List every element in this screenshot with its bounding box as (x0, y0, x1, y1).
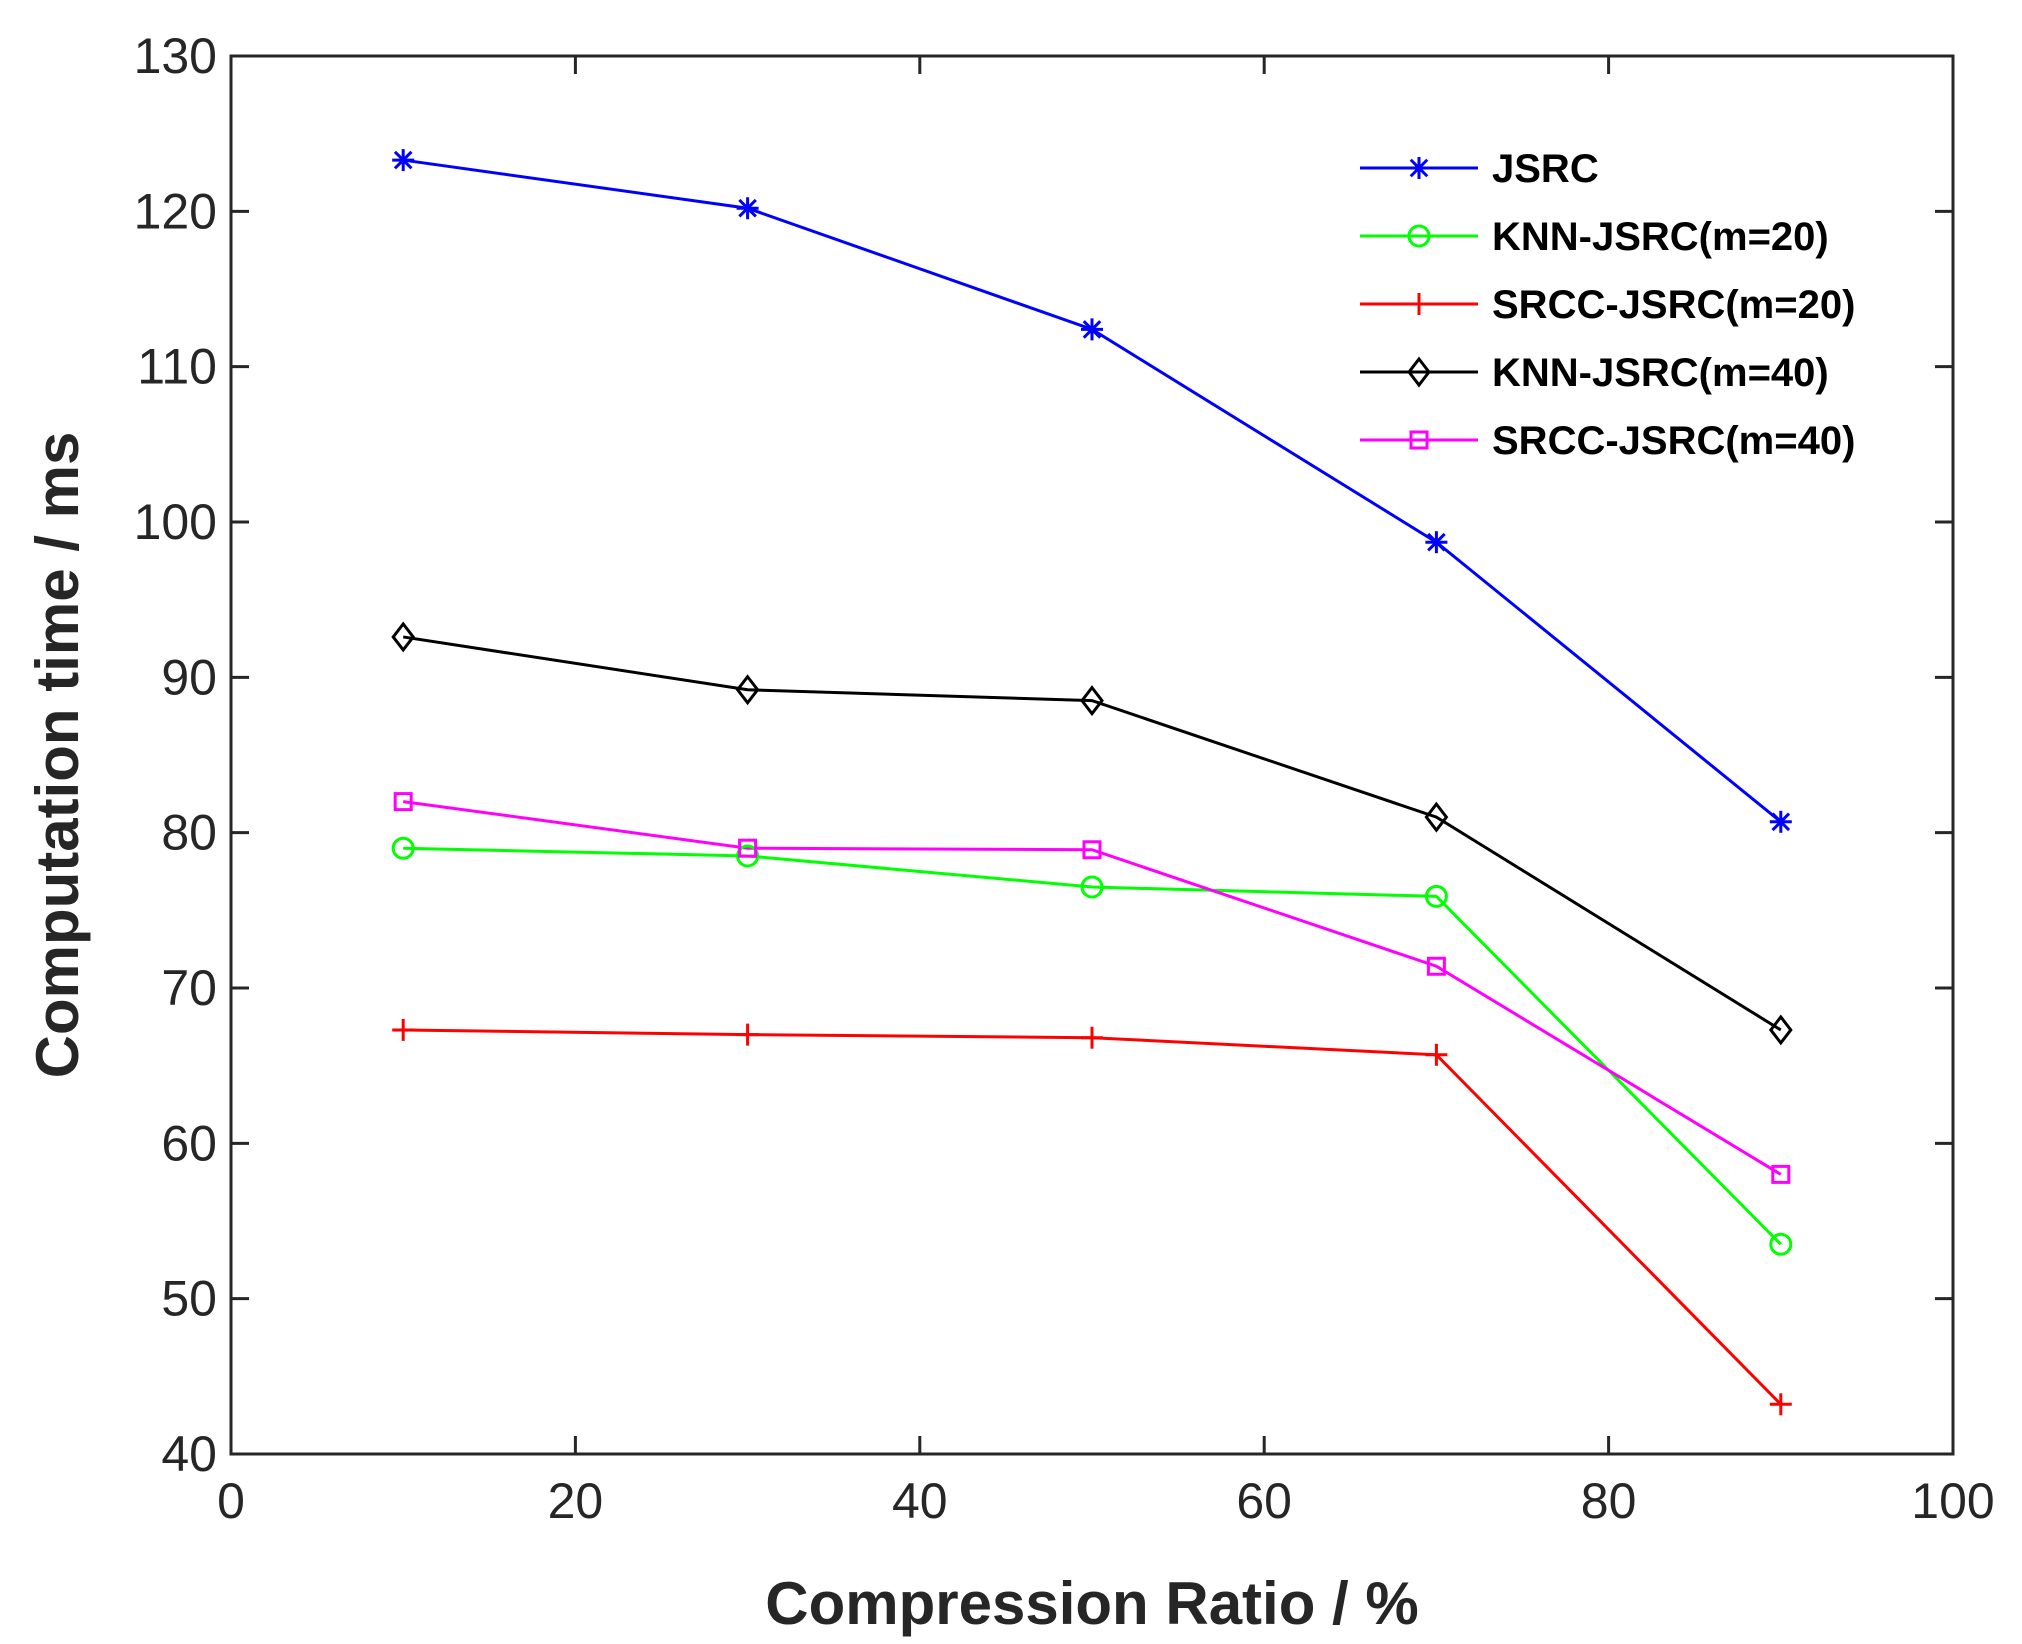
y-tick-label: 70 (161, 960, 217, 1016)
legend-label-knn-jsrc-m-40: KNN-JSRC(m=40) (1492, 351, 1829, 395)
legend-label-jsrc: JSRC (1492, 147, 1599, 191)
legend-marker-srcc-jsrc-m-40 (1409, 430, 1429, 450)
plot-markers (391, 149, 1793, 1416)
legend-marker-srcc-jsrc-m-20 (1408, 293, 1430, 315)
y-tick-label: 110 (137, 339, 217, 395)
data-point-srcc-jsrc-m-20 (736, 1023, 759, 1046)
legend-marker-knn-jsrc-m-20 (1407, 224, 1431, 248)
data-point-knn-jsrc-m-40 (1080, 685, 1104, 717)
y-tick-label: 80 (161, 805, 217, 861)
legend-label-knn-jsrc-m-20: KNN-JSRC(m=20) (1492, 215, 1829, 259)
x-tick-label: 40 (892, 1473, 948, 1529)
data-point-knn-jsrc-m-40 (1424, 801, 1449, 833)
data-point-jsrc (392, 149, 415, 172)
y-axis-title: Computation time / ms (24, 432, 91, 1079)
data-point-jsrc (1081, 318, 1103, 341)
x-tick-label: 20 (548, 1473, 604, 1529)
y-tick-label: 60 (161, 1115, 217, 1171)
data-point-srcc-jsrc-m-40 (1082, 840, 1102, 860)
y-tick-label: 40 (161, 1426, 217, 1482)
data-point-knn-jsrc-m-20 (1424, 884, 1448, 908)
data-point-knn-jsrc-m-40 (1768, 1014, 1793, 1046)
data-point-jsrc (736, 197, 759, 220)
data-point-srcc-jsrc-m-20 (1425, 1043, 1448, 1066)
legend: JSRC KNN-JSRC(m=20) SRCC-JSRC(m=20) KNN-JSR… (1360, 147, 1855, 463)
data-point-srcc-jsrc-m-40 (738, 838, 758, 858)
data-point-srcc-jsrc-m-20 (1769, 1393, 1792, 1416)
data-point-knn-jsrc-m-40 (735, 674, 760, 706)
data-point-srcc-jsrc-m-40 (1426, 956, 1446, 976)
x-tick-label: 60 (1236, 1473, 1292, 1529)
data-point-jsrc (1425, 531, 1448, 554)
y-tick-label: 100 (134, 494, 217, 550)
x-axis-title: Compression Ratio / % (765, 1570, 1418, 1637)
series-line-knn-jsrc-m-20 (403, 846, 1782, 1246)
x-tick-label: 100 (1911, 1473, 1994, 1529)
x-axis-ticks: 0 20 40 60 80 100 (217, 56, 1995, 1529)
y-tick-label: 130 (134, 28, 217, 84)
x-tick-label: 80 (1581, 1473, 1637, 1529)
data-point-knn-jsrc-m-20 (1080, 875, 1104, 899)
data-point-srcc-jsrc-m-20 (392, 1018, 415, 1041)
data-point-knn-jsrc-m-20 (1769, 1232, 1793, 1256)
legend-label-srcc-jsrc-m-20: SRCC-JSRC(m=20) (1492, 283, 1855, 327)
data-point-srcc-jsrc-m-40 (1771, 1164, 1791, 1184)
y-tick-label: 90 (161, 649, 217, 705)
data-point-jsrc (1769, 810, 1792, 833)
y-tick-label: 120 (134, 183, 217, 239)
legend-label-srcc-jsrc-m-40: SRCC-JSRC(m=40) (1492, 419, 1855, 463)
series-line-knn-jsrc-m-40 (402, 635, 1782, 1032)
legend-marker-jsrc (1408, 157, 1430, 179)
plot-area-frame (229, 54, 1955, 1456)
y-axis-ticks: 40 50 60 70 80 90 100 110 120 130 (134, 28, 1953, 1482)
x-tick-label: 0 (217, 1473, 245, 1529)
data-point-knn-jsrc-m-40 (391, 621, 416, 653)
series-line-srcc-jsrc-m-40 (402, 800, 1782, 1176)
legend-marker-knn-jsrc-m-40 (1407, 356, 1431, 388)
y-tick-label: 50 (161, 1271, 217, 1327)
data-point-knn-jsrc-m-20 (391, 836, 415, 860)
data-point-knn-jsrc-m-20 (736, 844, 760, 868)
data-point-srcc-jsrc-m-40 (393, 792, 413, 812)
data-point-srcc-jsrc-m-20 (1081, 1026, 1103, 1049)
